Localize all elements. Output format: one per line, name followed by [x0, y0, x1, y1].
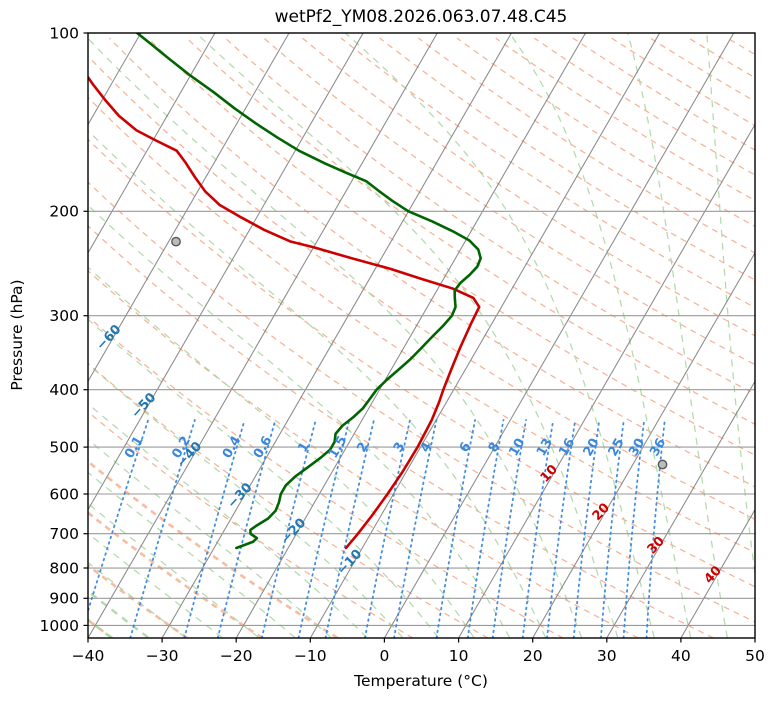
chart-title: wetPf2_YM08.2026.063.07.48.C45 [275, 7, 568, 27]
mixing-ratio-line-16 [546, 419, 577, 638]
moist-adiabat-45 [627, 33, 728, 638]
moist-adiabat-0 [88, 363, 403, 638]
mixing-ratio-line-20 [572, 419, 601, 638]
mixing-ratio-line-1.5 [297, 419, 351, 638]
x-axis-ticks: −40 −30 −20 −10 0 10 20 30 40 50 [72, 638, 765, 665]
moist-adiabat-5 [88, 318, 439, 638]
moist-adiabat-40 [508, 33, 692, 638]
y-tick-label-200: 200 [49, 203, 79, 221]
isotherm--10 [309, 33, 661, 638]
mixing-ratio-line-2 [324, 419, 375, 638]
isotherm--30 [161, 33, 512, 638]
isotherm-0 [383, 33, 735, 638]
mixing-ratio-line-4 [393, 419, 438, 638]
isotherm--60 [88, 33, 290, 383]
x-tick-label-30: 30 [597, 647, 617, 665]
moist-adiabat-25 [88, 37, 583, 638]
moist-adiabat-10 [88, 266, 475, 638]
isotherm-20 [532, 251, 755, 638]
dry-adiabat-60 [88, 138, 755, 588]
mixing-ratio-line-6 [435, 419, 476, 638]
x-tick-label-20: 20 [523, 647, 543, 665]
dry-adiabat-160 [379, 37, 755, 281]
x-tick-label--30: −30 [146, 647, 179, 665]
mixing-ratio-line-0.1 [88, 419, 150, 614]
moist-adiabat--5 [88, 403, 368, 638]
y-tick-label-400: 400 [49, 381, 79, 399]
isotherm-40 [680, 508, 755, 638]
x-axis-label: Temperature (°C) [353, 672, 488, 690]
mixing-ratio-line-30 [622, 419, 646, 638]
y-tick-label-600: 600 [49, 485, 79, 503]
dry-adiabat-80 [88, 55, 755, 520]
sounding-curves [88, 33, 482, 550]
isotherm--20 [235, 33, 586, 638]
isotherm--40 [88, 33, 438, 638]
x-tick-label--20: −20 [220, 647, 253, 665]
mixing-ratio-line-8 [466, 419, 505, 638]
plot-area-background [88, 33, 755, 638]
x-tick-label-40: 40 [671, 647, 691, 665]
plot-frame [87, 32, 756, 639]
marker-upper [171, 236, 181, 247]
y-tick-label-900: 900 [49, 590, 79, 608]
sounding-curve-dewpoint [135, 33, 482, 550]
y-axis-label: Pressure (hPa) [8, 279, 26, 390]
moist-adiabat-20 [88, 129, 547, 638]
dry-adiabat-50 [88, 181, 755, 623]
x-tick-label-10: 10 [449, 647, 469, 665]
y-tick-label-300: 300 [49, 307, 79, 325]
sounding-curve-temperature [88, 75, 481, 550]
dry-adiabat-20 [88, 315, 564, 638]
x-tick-label-0: 0 [379, 647, 389, 665]
sounding-markers [171, 236, 668, 470]
dry-adiabat-30 [88, 269, 639, 638]
y-tick-label-100: 100 [49, 24, 79, 42]
dry-adiabat--10 [88, 459, 339, 638]
moist-adiabat-50 [706, 33, 755, 579]
mixing-ratio-line-0.2 [129, 419, 196, 638]
moist-adiabat-lines [88, 33, 755, 638]
mixing-ratio-line-3 [364, 419, 411, 638]
isotherm--70 [88, 33, 216, 254]
x-tick-label-50: 50 [745, 647, 765, 665]
y-tick-label-700: 700 [49, 525, 79, 543]
mixing-ratio-line-10 [491, 419, 527, 638]
x-tick-label--10: −10 [294, 647, 327, 665]
x-tick-label--40: −40 [72, 647, 105, 665]
y-tick-label-1000: 1000 [40, 617, 79, 635]
moist-adiabat--15 [88, 471, 296, 638]
dry-adiabat-10 [88, 362, 489, 638]
moist-adiabat-15 [88, 204, 511, 638]
isobar-gridlines [88, 33, 755, 627]
y-tick-label-500: 500 [49, 439, 79, 457]
mixing-ratio-line-25 [600, 419, 625, 638]
dry-adiabat-0 [88, 411, 414, 638]
marker-lower [657, 459, 668, 470]
moist-adiabat--30 [88, 561, 186, 638]
moist-adiabat--35 [88, 589, 149, 638]
mixing-ratio-line-36 [645, 419, 666, 638]
isotherm-30 [606, 380, 755, 638]
dry-adiabat-90 [108, 37, 755, 488]
y-tick-label-800: 800 [49, 559, 79, 577]
y-axis-ticks: 100 200 300 400 500 600 700 800 900 1000 [40, 24, 88, 635]
moist-adiabat-35 [344, 33, 655, 638]
mixing-ratio-lines [88, 419, 666, 638]
isotherm-lines [88, 33, 755, 638]
isotherm--50 [88, 33, 364, 511]
mixing-ratio-line-13 [521, 419, 555, 638]
mixing-ratio-line-0.6 [216, 419, 277, 638]
isotherm-10 [458, 123, 755, 638]
moist-adiabat--20 [88, 502, 259, 638]
mixing-ratio-line-1 [260, 419, 317, 638]
moist-adiabat--25 [88, 532, 223, 638]
